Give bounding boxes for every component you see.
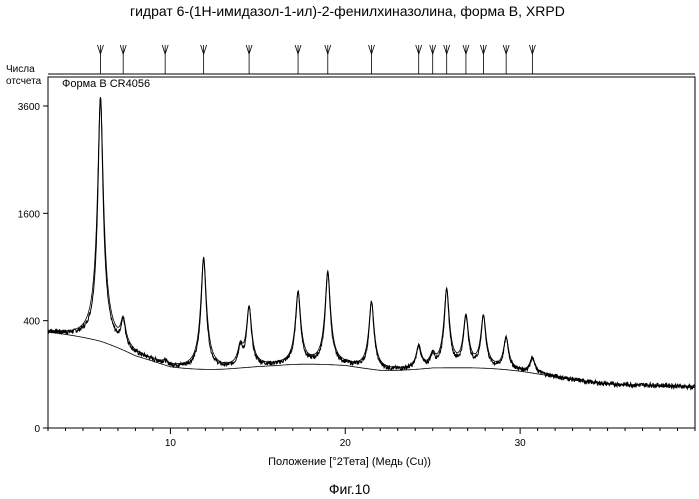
x-axis-label: Положение [°2Тета] (Медь (Cu)) (0, 456, 699, 468)
figure-caption: Фиг.10 (0, 481, 699, 497)
peak-marker (201, 45, 207, 74)
peak-marker (463, 45, 469, 74)
peak-marker (503, 45, 509, 74)
peak-marker (97, 45, 103, 74)
peak-marker (444, 45, 450, 74)
x-tick-label: 20 (340, 438, 352, 449)
x-tick-label: 30 (515, 438, 527, 449)
y-tick-label: 400 (23, 317, 40, 328)
peak-marker (295, 45, 301, 74)
y-tick-label: 1600 (18, 209, 41, 220)
series-label: Форма В CR4056 (61, 78, 151, 90)
y-tick-label: 3600 (18, 102, 41, 113)
plot-frame (48, 77, 695, 428)
peak-marker (369, 45, 375, 74)
peak-marker (120, 45, 126, 74)
peak-marker (529, 45, 535, 74)
diffraction-pattern-line (48, 98, 695, 390)
peak-marker (430, 45, 436, 74)
peak-marker (480, 45, 486, 74)
peak-marker (162, 45, 168, 74)
peak-marker (246, 45, 252, 74)
x-tick-label: 10 (165, 438, 177, 449)
y-tick-label: 0 (34, 424, 40, 435)
background-curve (48, 332, 695, 387)
peak-marker-row (48, 45, 695, 74)
xrpd-chart: 10 20 30 0 400 1600 3600 (0, 0, 699, 499)
axis-ticks: 10 20 30 0 400 1600 3600 (18, 102, 695, 449)
peak-marker (416, 45, 422, 74)
fitted-profile-curve (48, 97, 695, 387)
peak-marker (325, 45, 331, 74)
